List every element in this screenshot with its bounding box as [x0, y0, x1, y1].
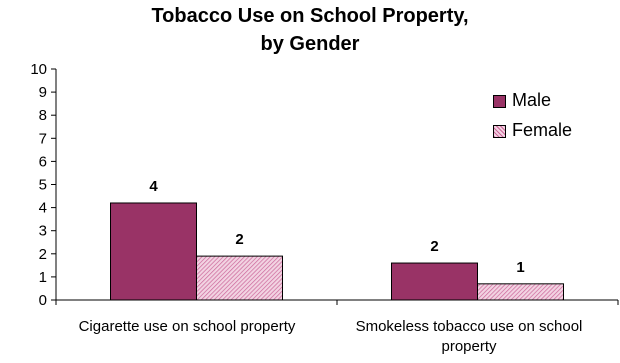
- y-tick-label-0: 0: [39, 292, 47, 309]
- bar-male-1: [391, 262, 478, 301]
- chart-title-line-2: by Gender: [260, 33, 360, 55]
- y-tick-label-8: 8: [39, 107, 47, 124]
- data-label-male-0: 4: [149, 178, 158, 195]
- y-tick-label-1: 1: [39, 269, 47, 286]
- x-category-label-smokeless: Smokeless tobacco use on school property: [355, 318, 583, 355]
- data-label-female-0: 2: [235, 231, 243, 248]
- legend-swatch-male: [493, 95, 506, 108]
- y-tick-label-9: 9: [39, 84, 47, 101]
- bar-male-0: [110, 202, 197, 301]
- bar-female-0: [196, 255, 283, 301]
- legend-label-female: Female: [512, 120, 573, 140]
- y-tick-label-7: 7: [39, 130, 47, 147]
- x-category-label-cigarette: Cigarette use on school property: [78, 318, 296, 335]
- legend-label-male: Male: [512, 90, 552, 110]
- y-tick-label-3: 3: [39, 223, 47, 240]
- y-tick-label-10: 10: [30, 61, 47, 78]
- chart-title-line-1: Tobacco Use on School Property,: [151, 5, 469, 27]
- y-tick-label-6: 6: [39, 153, 47, 170]
- legend-swatch-female: [493, 125, 506, 138]
- data-label-female-1: 1: [516, 259, 524, 276]
- bar-female-1: [477, 283, 564, 301]
- y-tick-label-4: 4: [39, 200, 47, 217]
- y-tick-label-5: 5: [39, 177, 47, 194]
- data-label-male-1: 2: [430, 238, 438, 255]
- y-tick-label-2: 2: [39, 246, 47, 263]
